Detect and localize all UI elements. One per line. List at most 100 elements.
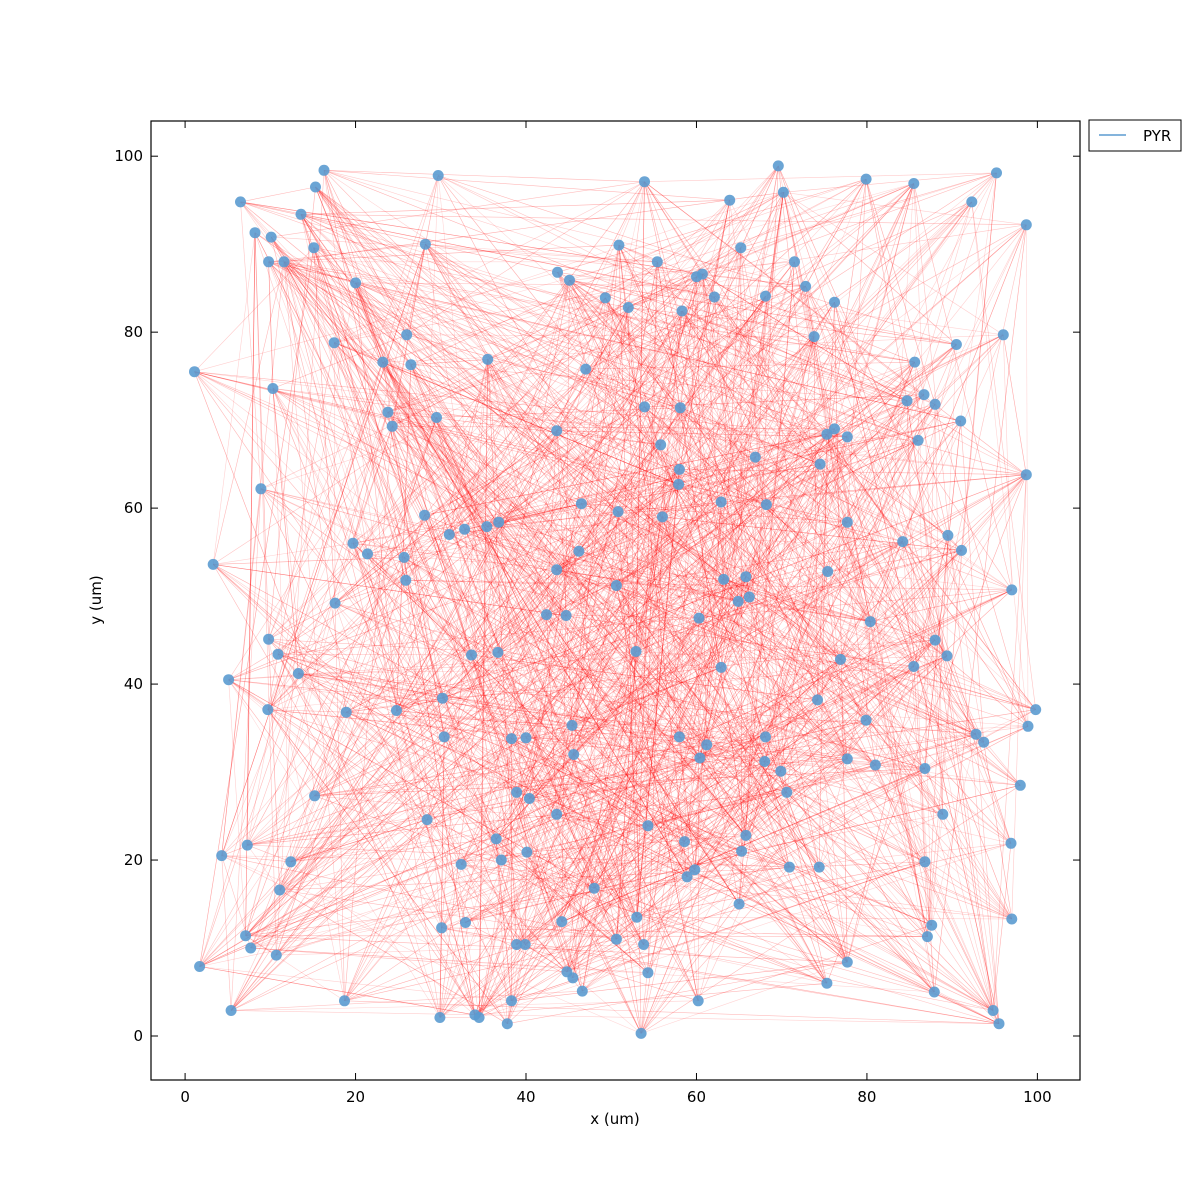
connection-line: [694, 361, 915, 870]
connection-line: [644, 181, 756, 458]
connection-line: [277, 653, 472, 656]
connection-line: [511, 861, 925, 1002]
connection-line: [277, 654, 442, 928]
connection-line: [268, 638, 932, 926]
connection-line: [272, 388, 637, 652]
connection-line: [396, 364, 412, 711]
connection-line: [618, 244, 848, 760]
connection-line: [566, 192, 784, 972]
connection-line: [765, 183, 914, 297]
connection-line: [696, 183, 914, 277]
connection-line: [437, 175, 944, 815]
connection-line: [569, 261, 795, 281]
connection-line: [268, 186, 316, 640]
connection-line: [199, 655, 948, 967]
pyr-cell-point: [740, 571, 752, 583]
connection-line: [765, 639, 936, 738]
connection-line: [382, 361, 848, 523]
connection-line: [569, 280, 935, 993]
connection-line: [254, 232, 948, 657]
connection-line: [636, 407, 681, 918]
y-tick-label: 0: [133, 1027, 143, 1045]
connection-line: [697, 183, 915, 1001]
pyr-cell-point: [860, 714, 872, 726]
connection-line: [221, 244, 426, 856]
connection-line: [313, 247, 645, 408]
connection-line: [975, 734, 1000, 1024]
connection-line: [314, 307, 629, 796]
connection-line: [783, 192, 957, 345]
pyr-cell-point: [673, 478, 685, 490]
pyr-cell-point: [434, 1012, 446, 1023]
connection-line: [260, 488, 739, 602]
connection-line: [525, 792, 787, 945]
connection-line: [628, 181, 645, 308]
connection-line: [640, 224, 1027, 1034]
connection-line: [267, 342, 335, 710]
connection-line: [277, 653, 573, 726]
connection-line: [678, 361, 915, 485]
connection-line: [516, 792, 642, 1034]
connection-line: [268, 261, 642, 1034]
connection-line: [268, 261, 526, 945]
connection-line: [300, 214, 867, 721]
pyr-cell-point: [919, 763, 931, 774]
connection-line: [436, 296, 715, 418]
pyr-cell-point: [459, 523, 471, 535]
connection-line: [387, 412, 445, 737]
connection-line: [865, 639, 936, 721]
pyr-cell-point: [263, 256, 275, 268]
connection-line: [426, 569, 557, 820]
connection-line: [425, 243, 681, 409]
connection-line: [245, 344, 957, 936]
connection-line: [464, 310, 683, 530]
connection-line: [780, 655, 948, 772]
connection-line: [971, 201, 1036, 710]
connection-line: [556, 165, 779, 431]
connection-line: [424, 175, 439, 516]
connection-line: [870, 589, 1012, 622]
connection-line: [199, 474, 1027, 967]
connection-line: [740, 172, 997, 248]
connection-line: [314, 652, 499, 797]
connection-line: [636, 916, 1000, 1024]
y-tick-label: 60: [124, 499, 143, 517]
connection-line: [516, 736, 680, 793]
connection-line: [618, 244, 1000, 1024]
connection-line: [194, 371, 739, 602]
connection-line: [616, 843, 1012, 940]
connection-line: [635, 181, 645, 652]
connection-line: [745, 576, 1021, 786]
pyr-cell-point: [241, 839, 253, 851]
connection-line: [556, 297, 606, 431]
connection-line: [487, 192, 784, 360]
connection-line: [410, 261, 795, 365]
connection-line: [498, 406, 645, 523]
connection-line: [283, 261, 699, 1001]
connection-line: [924, 420, 961, 769]
connection-line: [250, 280, 570, 949]
connection-line: [501, 764, 876, 861]
connection-line: [355, 282, 724, 580]
connection-line: [212, 564, 502, 861]
connection-line: [546, 579, 724, 615]
connection-line: [847, 436, 984, 743]
connection-line: [557, 272, 919, 441]
connection-line: [300, 214, 740, 905]
connection-line: [702, 273, 1027, 475]
connection-line: [267, 709, 508, 1024]
connection-line: [403, 557, 701, 759]
connection-line: [618, 244, 658, 263]
pyr-cell-point: [431, 412, 442, 423]
pyr-cell-point: [519, 939, 531, 950]
connection-line: [495, 838, 574, 979]
connection-line: [573, 579, 724, 755]
connection-line: [444, 736, 688, 878]
connection-line: [566, 944, 644, 973]
connection-line: [260, 488, 1036, 710]
connection-line: [315, 186, 867, 721]
pyr-cell-point: [481, 521, 493, 533]
connection-line: [436, 417, 617, 940]
connection-line: [478, 526, 488, 1018]
connection-line: [516, 792, 928, 937]
